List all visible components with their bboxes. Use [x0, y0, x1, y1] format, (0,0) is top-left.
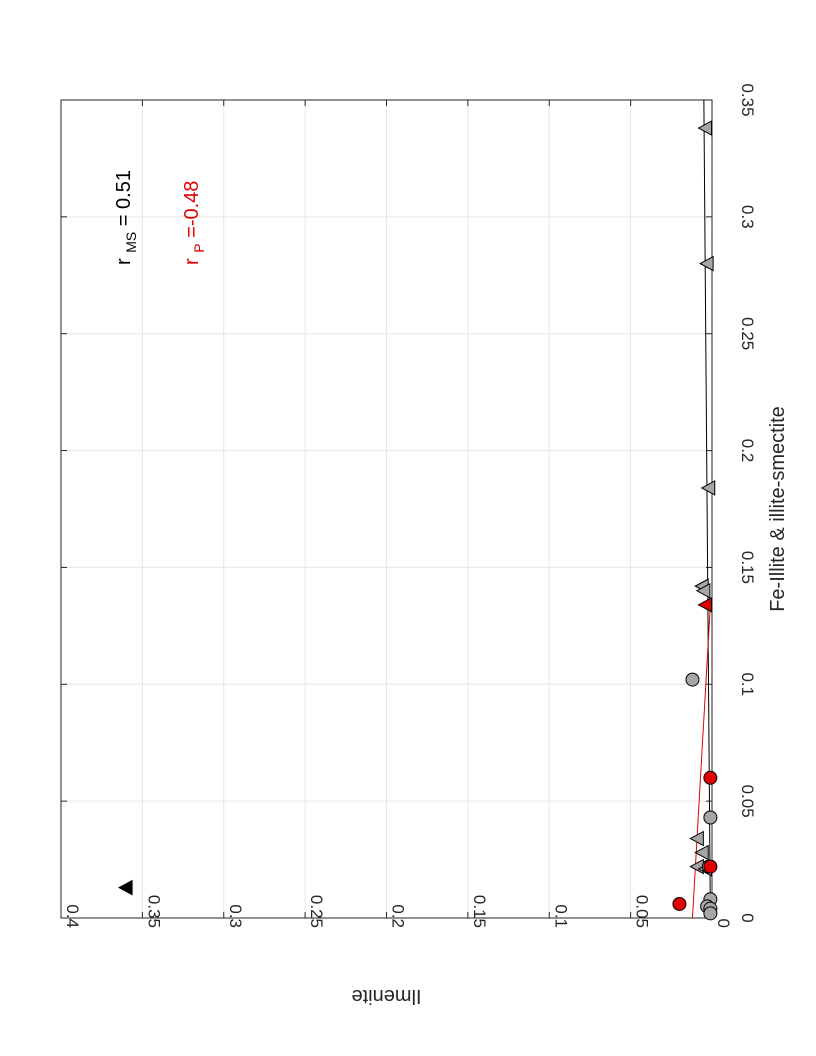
grid — [60, 99, 713, 919]
y-axis-label: Ilmenite — [351, 985, 421, 1007]
data-point-circle — [703, 770, 718, 785]
y-tick-label: 0.15 — [470, 895, 489, 928]
annotation-r-ms-value: = 0.51 — [113, 170, 135, 226]
annotation-r-p-sub: P — [191, 243, 207, 252]
x-tick-label: 0 — [738, 913, 757, 922]
data-point-circle — [703, 859, 718, 874]
data-point-circle — [703, 810, 718, 825]
data-point-triangle — [695, 582, 711, 599]
y-tick-label: 0.35 — [144, 895, 163, 928]
data-point-circle — [685, 672, 700, 687]
data-point-circle — [672, 896, 687, 911]
annotation-r-ms-sub: MS — [123, 232, 139, 253]
data-point-triangle — [118, 879, 133, 896]
data-point-triangle — [689, 830, 704, 847]
annotation-r-p-value: =-0.48 — [181, 181, 203, 238]
annotation-r-p: r P =-0.48 — [181, 181, 209, 265]
data-point-triangle — [697, 120, 712, 136]
data-point-circle — [703, 906, 718, 921]
data-point-triangle — [694, 844, 709, 861]
x-tick-label: 0.25 — [738, 317, 757, 350]
data-point-triangle — [699, 255, 714, 272]
data-points — [118, 120, 718, 921]
data-point-triangle — [697, 596, 712, 613]
y-tick-label: 0.25 — [307, 895, 326, 928]
x-axis-label: Fe-Illite & illite-smectite — [767, 406, 789, 612]
x-tick-label: 0.35 — [738, 83, 757, 116]
y-tick-label: 0 — [714, 919, 733, 928]
x-tick-label: 0.1 — [738, 672, 757, 696]
data-point-triangle — [689, 858, 704, 875]
data-point-triangle — [700, 480, 716, 496]
fit-lines — [691, 99, 711, 919]
y-tick-label: 0.1 — [551, 904, 570, 928]
annotation-r-ms-base: r — [113, 258, 135, 265]
x-tick-label: 0.15 — [738, 551, 757, 584]
y-tick-label: 0.05 — [633, 895, 652, 928]
annotation-r-p-base: r — [181, 258, 203, 265]
annotation-r-ms: r MS = 0.51 — [113, 170, 141, 265]
y-tick-label: 0.4 — [63, 904, 82, 928]
x-tick-label: 0.2 — [738, 439, 757, 463]
fit-line-0 — [703, 99, 711, 919]
x-tick-label: 0.3 — [738, 205, 757, 229]
y-tick-label: 0.2 — [389, 904, 408, 928]
x-tick-label: 0.05 — [738, 785, 757, 818]
ticks: 0 0.05 0.1 0.15 0.2 0.25 0.3 0.35 0 0.05 0.1 0.15 0.… — [60, 83, 757, 928]
y-tick-label: 0.3 — [226, 904, 245, 928]
